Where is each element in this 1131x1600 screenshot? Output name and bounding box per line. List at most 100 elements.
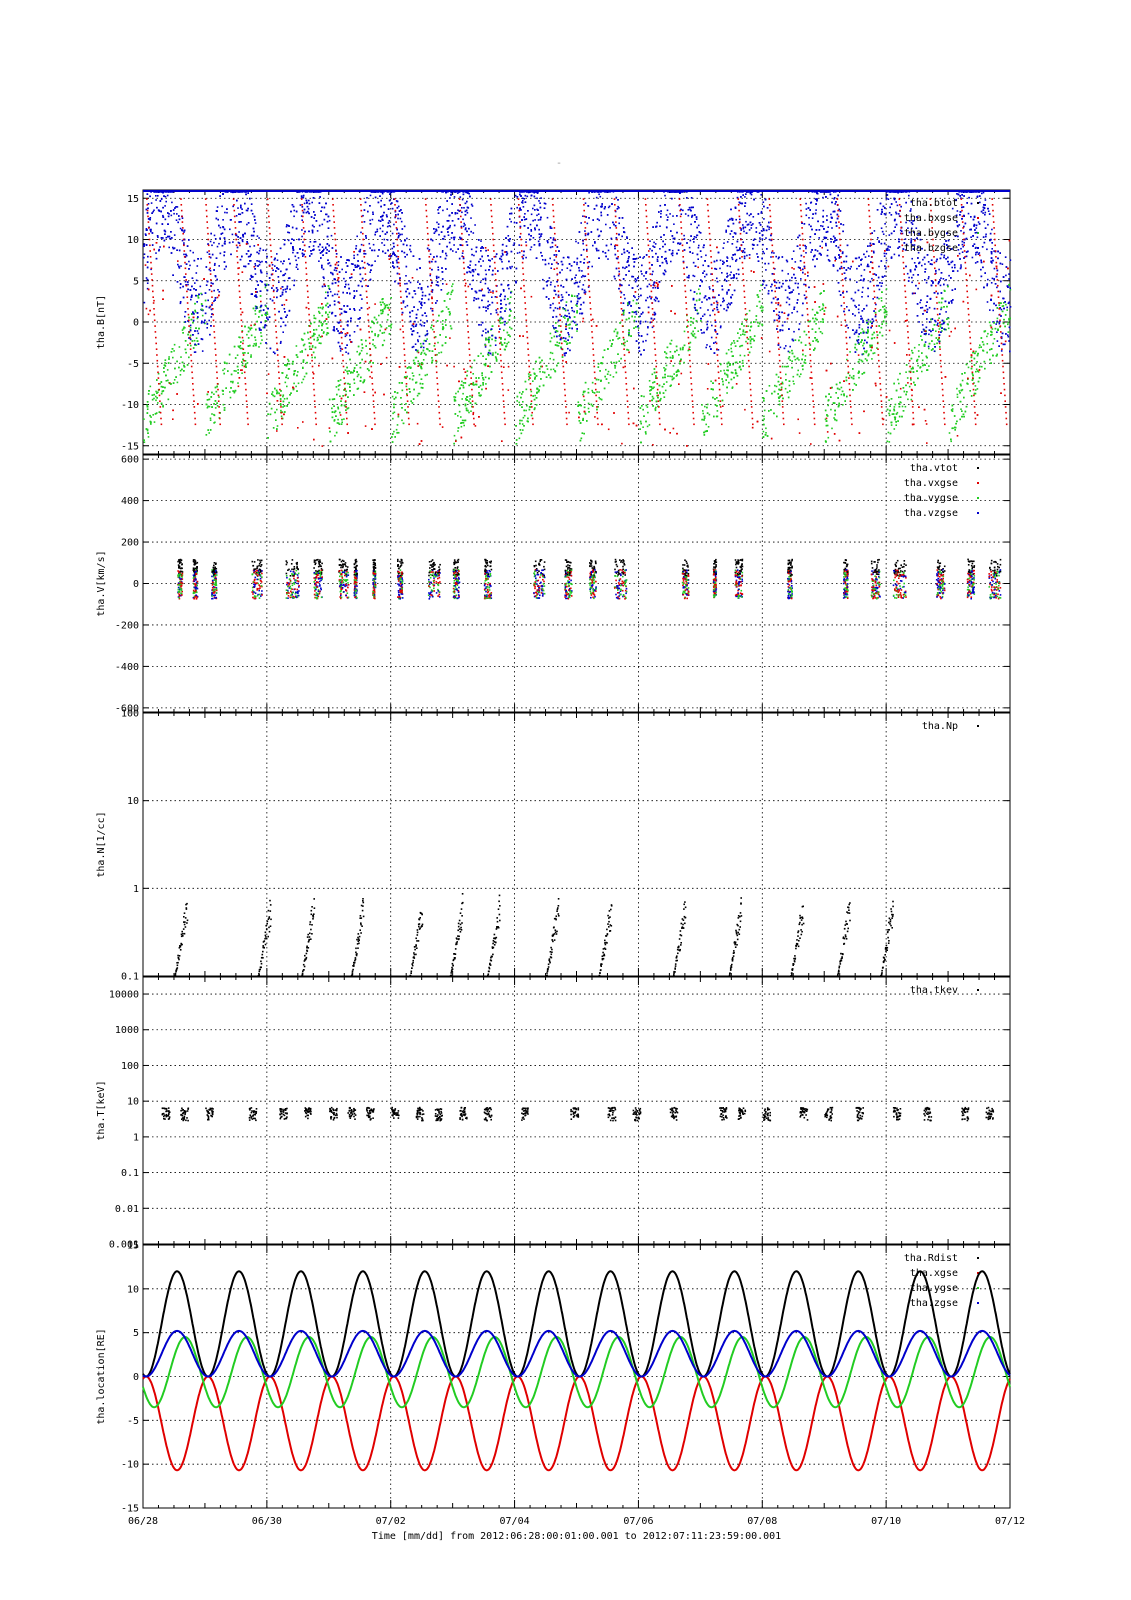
data-point — [993, 267, 996, 270]
data-point — [466, 212, 469, 214]
data-point — [652, 287, 654, 289]
data-point — [871, 277, 873, 280]
data-point — [752, 216, 755, 218]
data-point — [436, 221, 438, 224]
data-point — [170, 214, 173, 217]
data-point — [956, 435, 959, 437]
data-point — [697, 258, 699, 260]
data-point — [765, 237, 767, 239]
data-point — [847, 327, 849, 329]
data-point — [895, 424, 897, 426]
data-point — [607, 206, 610, 209]
data-point — [311, 231, 314, 234]
data-point — [652, 381, 654, 384]
data-point — [192, 251, 194, 254]
data-point — [406, 237, 408, 240]
data-point — [667, 375, 669, 377]
data-point — [449, 325, 452, 327]
data-point — [576, 296, 578, 298]
data-point — [509, 212, 511, 215]
data-point — [743, 251, 746, 254]
data-point — [168, 382, 170, 384]
data-point — [742, 226, 745, 229]
data-point — [507, 239, 510, 241]
data-point — [645, 433, 647, 435]
data-point — [977, 221, 980, 223]
data-point — [238, 267, 240, 269]
data-point — [391, 247, 394, 250]
data-point — [152, 414, 154, 416]
data-point — [297, 257, 300, 259]
data-point — [899, 396, 902, 398]
data-point — [393, 223, 395, 226]
data-point — [390, 326, 392, 329]
data-point — [536, 208, 538, 211]
data-point — [921, 359, 924, 362]
data-point — [991, 277, 994, 280]
data-point — [361, 298, 363, 300]
data-point — [775, 385, 778, 388]
data-point — [157, 402, 159, 404]
data-point — [683, 330, 686, 333]
data-point — [535, 404, 538, 406]
data-point — [735, 361, 738, 364]
data-point — [701, 301, 703, 303]
data-point — [979, 254, 981, 257]
data-point — [645, 278, 647, 280]
data-point — [588, 191, 590, 194]
data-point — [518, 437, 521, 440]
data-point — [560, 347, 563, 350]
data-point — [392, 251, 395, 253]
data-point — [214, 407, 217, 409]
data-point — [651, 326, 654, 329]
data-point — [297, 382, 300, 385]
data-point — [218, 291, 221, 293]
data-point — [888, 249, 890, 251]
data-point — [507, 341, 510, 344]
data-point — [518, 401, 520, 404]
data-point — [809, 320, 812, 322]
data-point — [280, 415, 283, 418]
data-point — [878, 288, 881, 291]
data-point — [884, 275, 886, 277]
data-point — [513, 221, 516, 224]
data-point — [258, 237, 260, 239]
data-point — [704, 275, 706, 278]
data-point — [684, 213, 687, 215]
data-point — [830, 408, 832, 411]
data-point — [904, 405, 907, 408]
data-point — [798, 323, 801, 325]
data-point — [550, 267, 552, 269]
data-point — [503, 329, 505, 332]
data-point — [910, 240, 913, 242]
data-point — [726, 256, 728, 258]
data-point — [460, 416, 462, 418]
data-point — [701, 404, 703, 406]
data-point — [641, 273, 643, 275]
data-point — [383, 238, 386, 241]
data-point — [219, 226, 222, 229]
data-point — [607, 370, 610, 373]
data-point — [502, 243, 504, 246]
data-point — [335, 386, 338, 388]
data-point — [910, 398, 913, 401]
data-point — [468, 234, 470, 236]
data-point — [726, 257, 729, 259]
data-point — [735, 258, 738, 261]
data-point — [146, 287, 149, 290]
data-point — [241, 347, 244, 350]
data-point — [266, 272, 268, 275]
data-point — [284, 381, 287, 384]
data-point — [536, 197, 538, 200]
data-point — [875, 384, 877, 387]
data-point — [471, 205, 474, 207]
data-point — [578, 281, 581, 283]
data-point — [480, 324, 482, 326]
data-point — [552, 325, 554, 327]
data-point — [147, 436, 150, 438]
data-point — [258, 250, 261, 252]
data-point — [983, 220, 986, 223]
data-point — [862, 344, 864, 347]
data-point — [648, 424, 651, 426]
data-point — [717, 349, 720, 351]
